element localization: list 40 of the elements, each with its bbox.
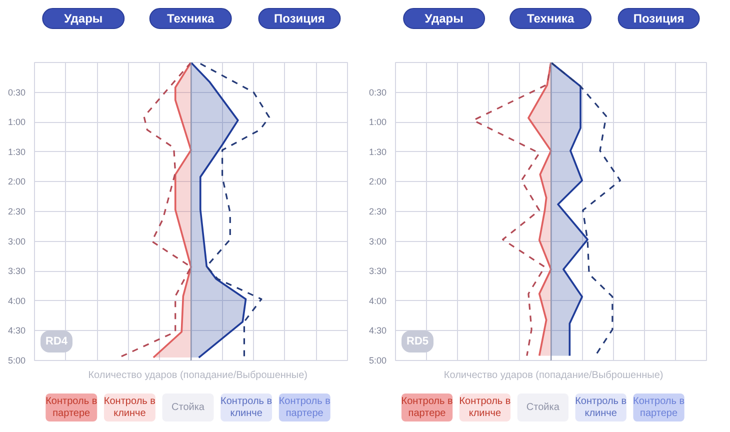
y-tick-label: 3:30: [8, 266, 26, 276]
text: Техника: [166, 12, 215, 26]
text: RD4: [46, 336, 68, 348]
y-tick-label: 1:30: [368, 146, 387, 157]
text: Позиция: [274, 12, 325, 26]
text: Позиция: [633, 12, 684, 26]
y-tick-label: 1:00: [368, 117, 387, 128]
text: Контроль в партере: [278, 396, 330, 420]
y-tick-label: 5:00: [368, 356, 387, 366]
text: Техника: [526, 12, 575, 26]
text: Контроль в партере: [401, 396, 453, 420]
y-tick-label: 4:30: [368, 326, 387, 336]
y-tick-label: 2:30: [368, 206, 387, 216]
x-axis-title: Количество ударов (попадание/Выброшенные): [444, 370, 664, 381]
text: Удары: [64, 12, 103, 26]
y-tick-label: 1:30: [8, 146, 26, 157]
text: Стойка: [526, 402, 560, 413]
y-tick-label: 0:30: [368, 87, 387, 98]
text: Контроль в клинче: [459, 396, 511, 420]
y-tick-label: 3:30: [368, 266, 387, 276]
text: Контроль в партере: [633, 396, 685, 420]
y-tick-label: 3:00: [368, 236, 387, 246]
y-tick-label: 3:00: [8, 236, 26, 246]
y-tick-label: 2:00: [8, 176, 26, 187]
y-tick-label: 1:00: [8, 117, 26, 128]
y-tick-label: 4:00: [368, 296, 387, 306]
text: Контроль в клинче: [575, 396, 627, 420]
y-tick-label: 5:00: [8, 356, 26, 366]
text: Контроль в партере: [46, 396, 98, 420]
y-tick-label: 2:00: [368, 176, 387, 187]
y-tick-label: 4:30: [8, 326, 26, 336]
text: Стойка: [172, 402, 205, 413]
text: Контроль в клинче: [104, 396, 156, 420]
y-tick-label: 0:30: [8, 87, 26, 98]
y-tick-label: 2:30: [8, 206, 26, 216]
text: Удары: [424, 12, 464, 26]
text: RD5: [406, 336, 429, 348]
y-tick-label: 4:00: [8, 296, 26, 306]
text: Контроль в клинче: [220, 396, 272, 420]
x-axis-title: Количество ударов (попадание/Выброшенные): [88, 370, 308, 381]
